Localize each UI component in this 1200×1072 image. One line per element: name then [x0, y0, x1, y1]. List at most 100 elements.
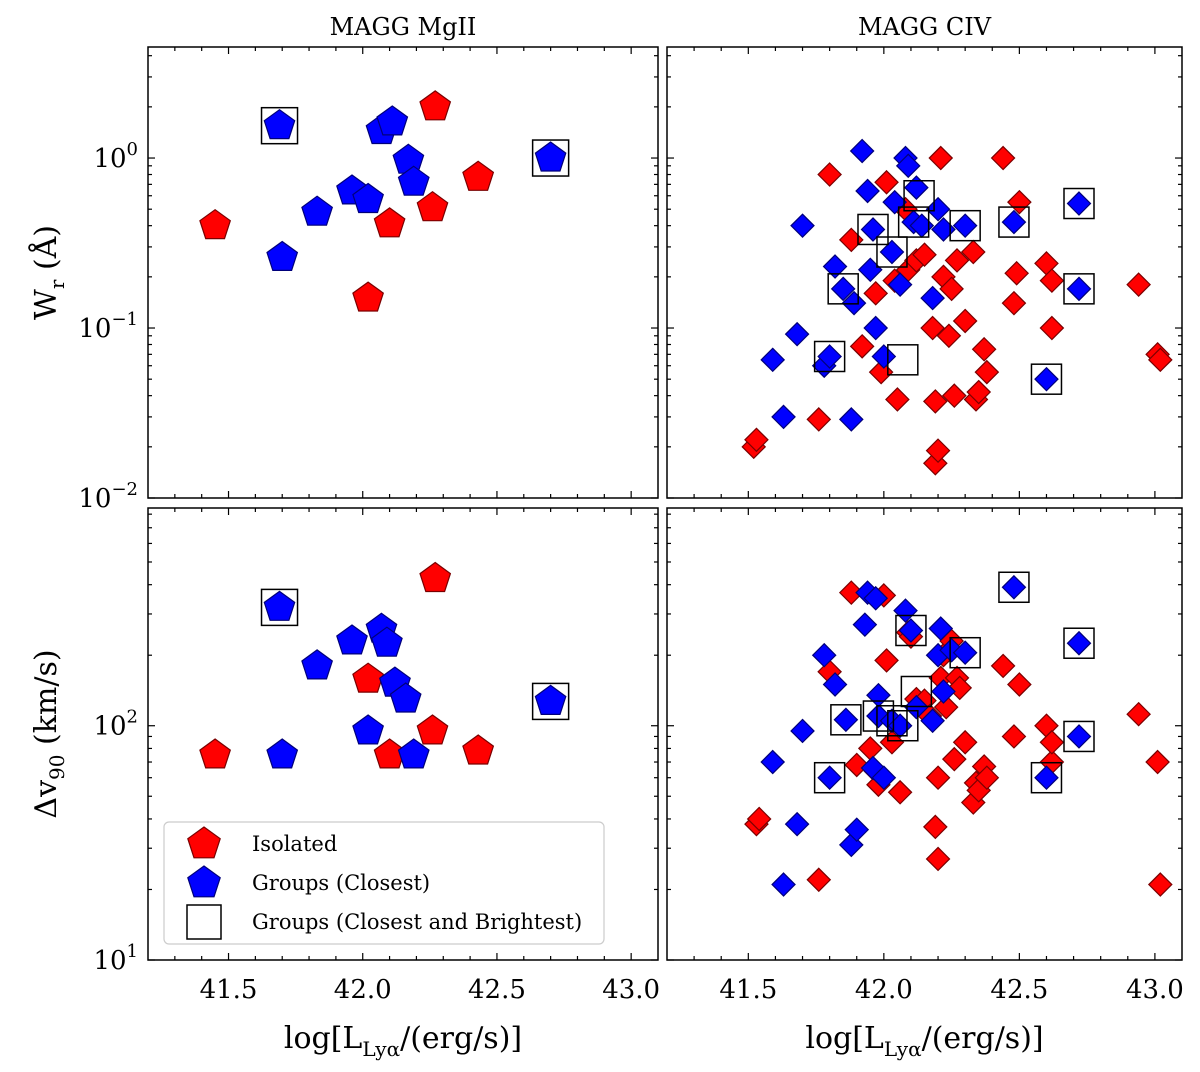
isolated-point: [947, 675, 973, 701]
group-brightest-box: [998, 206, 1030, 238]
isolated-point: [1039, 729, 1065, 755]
group-point: [784, 811, 810, 837]
y-tick-label: 100: [93, 139, 138, 174]
legend-marker-2: [187, 865, 221, 898]
group-brightest-box: [887, 709, 919, 742]
panel-3: 41.5 42.0 42.5 43.0log[LLyα/(erg/s)]101102Δ…: [29, 507, 660, 1061]
group-point: [817, 765, 842, 791]
panel-title: MAGG MgII: [330, 13, 477, 41]
isolated-point: [1147, 872, 1173, 897]
isolated-point: [874, 648, 899, 673]
x-ticks: [148, 508, 658, 961]
group-point: [1066, 191, 1092, 216]
isolated-point: [1147, 347, 1173, 373]
isolated-point: [352, 662, 385, 693]
group-point: [871, 765, 897, 791]
isolated-point: [806, 407, 832, 432]
isolated-point: [922, 814, 948, 840]
group-point: [1034, 366, 1059, 392]
y-tick-base: 10: [93, 946, 126, 976]
legend-frame: [163, 821, 605, 945]
isolated-point: [933, 694, 959, 720]
x-axis-label: log[LLyα/(erg/s)]: [805, 1021, 1043, 1061]
group-brightest-box: [1063, 627, 1095, 659]
isolated-point: [1001, 724, 1027, 749]
group-point: [817, 344, 842, 369]
group-point: [898, 618, 924, 643]
y-tick-exponent: 1: [127, 941, 138, 962]
group-brightest-box: [531, 139, 570, 177]
y-tick-exponent: −1: [111, 309, 138, 330]
group-point: [352, 714, 385, 745]
group-point: [336, 624, 368, 655]
y-axis-label-pre: Δv: [29, 780, 64, 819]
isolated-point: [960, 239, 986, 265]
y-axis-label-post: (km/s): [29, 649, 64, 754]
isolated-point: [1126, 272, 1151, 297]
group-brightest-box: [949, 636, 981, 669]
data-points: [741, 138, 1173, 476]
group-point: [863, 585, 889, 611]
y-axis-label-post: (Å): [28, 225, 64, 280]
y-axis-label-sub: r: [45, 279, 69, 289]
isolated-point: [838, 580, 864, 605]
group-point: [822, 254, 848, 279]
group-point: [376, 105, 409, 136]
legend: Isolated Groups (Closest) Groups (Closest …: [163, 821, 605, 945]
isolated-point: [419, 561, 452, 593]
group-point: [301, 195, 334, 226]
y-tick-label: 102: [93, 707, 138, 742]
group-point: [263, 108, 296, 140]
group-point: [389, 682, 422, 713]
group-brightest-box: [900, 675, 933, 708]
group-point: [822, 672, 848, 697]
isolated-point: [874, 169, 899, 195]
y-tick-base: 10: [93, 712, 126, 742]
group-point: [844, 817, 870, 843]
isolated-point: [922, 389, 948, 414]
isolated-point: [974, 765, 1000, 791]
isolated-point: [974, 359, 1000, 385]
group-point: [860, 217, 886, 242]
isolated-point: [1039, 315, 1065, 341]
group-point: [952, 213, 978, 239]
x-axis-label-pre: log[L: [284, 1021, 363, 1056]
isolated-point: [1007, 672, 1032, 697]
isolated-point: [462, 734, 495, 765]
isolated-point: [419, 90, 452, 121]
isolated-point: [868, 359, 894, 385]
group-point: [952, 640, 978, 666]
group-point: [920, 285, 945, 311]
group-point: [1066, 724, 1092, 749]
y-axis-label-sub: 90: [45, 755, 69, 780]
isolated-point: [416, 714, 449, 745]
group-point: [857, 257, 883, 283]
group-point: [266, 738, 299, 769]
group-point: [928, 616, 954, 641]
isolated-point: [1007, 189, 1032, 215]
group-point: [887, 713, 913, 739]
isolated-point: [352, 281, 385, 312]
group-point: [893, 598, 918, 623]
y-axis-label-pre: W: [29, 289, 64, 320]
isolated-point: [1145, 749, 1170, 775]
isolated-point: [744, 427, 769, 453]
isolated-point: [939, 276, 964, 302]
x-axis-label-post: /(erg/s)]: [922, 1021, 1044, 1056]
group-point: [904, 175, 929, 200]
isolated-point: [952, 729, 978, 755]
x-axis-label-sub: Lyα: [884, 1037, 922, 1061]
group-brightest-box: [1030, 761, 1063, 794]
isolated-point: [817, 162, 842, 187]
isolated-point: [925, 438, 951, 463]
group-point: [1034, 765, 1059, 791]
group-brightest-box: [1063, 273, 1095, 305]
group-brightest-box: [998, 571, 1030, 604]
legend-marker-3: [186, 904, 222, 940]
y-tick-exponent: −2: [111, 479, 138, 500]
x-tick-label: 43.0: [1126, 975, 1184, 1005]
group-brightest-box: [897, 206, 930, 238]
group-brightest-box: [887, 344, 919, 376]
x-tick-label: 41.5: [200, 975, 258, 1005]
group-point: [352, 182, 385, 214]
